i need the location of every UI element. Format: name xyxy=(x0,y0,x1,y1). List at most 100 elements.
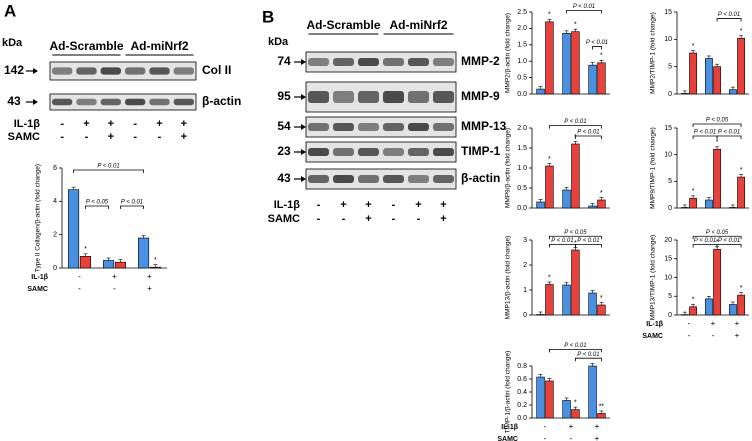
y-tick-label: 2.5 xyxy=(517,9,527,16)
arrow-head xyxy=(33,99,38,105)
bar xyxy=(737,176,745,209)
y-tick-label: 0 xyxy=(668,205,672,212)
bar xyxy=(597,413,606,419)
group-label: Ad-miNrf2 xyxy=(389,18,447,32)
bar xyxy=(588,365,597,419)
significance-star: * xyxy=(600,190,603,197)
bar xyxy=(729,89,737,95)
bar xyxy=(562,400,571,419)
protein-label: Col II xyxy=(202,63,231,77)
p-value-label: P < 0.01 xyxy=(718,238,740,244)
significance-bracket xyxy=(692,244,718,248)
y-tick-label: 15 xyxy=(664,256,672,263)
p-value-label: P < 0.01 xyxy=(121,200,143,206)
y-tick-label: 5 xyxy=(668,178,672,185)
p-value-label: P < 0.01 xyxy=(577,352,599,358)
treatment-label: SAMC xyxy=(497,436,518,441)
kda-header: kDa xyxy=(268,36,289,48)
kda-value: 23 xyxy=(277,144,291,158)
y-axis-label: MMP2/β-actin (fold change) xyxy=(505,13,512,93)
kda-value: 43 xyxy=(277,171,291,185)
significance-bracket xyxy=(692,235,742,240)
blot-band xyxy=(76,67,97,75)
bar xyxy=(562,284,571,316)
blot-band xyxy=(333,123,354,131)
treatment-label: IL-1β xyxy=(31,274,48,281)
treatment-sign: - xyxy=(60,118,64,130)
bar xyxy=(536,88,545,95)
p-value-label: P < 0.05 xyxy=(86,200,109,206)
treatment-label: IL-1β xyxy=(646,321,663,328)
y-tick-label: 0.0 xyxy=(517,205,527,212)
p-value-label: P < 0.01 xyxy=(573,4,595,10)
blot-band xyxy=(173,98,194,106)
bar xyxy=(588,64,597,95)
blot-band xyxy=(408,91,429,103)
treatment-sign: - xyxy=(392,199,396,211)
significance-bracket xyxy=(549,348,602,353)
protein-label: MMP-13 xyxy=(461,119,507,133)
treatment-sign: + xyxy=(181,131,187,143)
significance-bracket xyxy=(549,235,602,240)
treatment-sign: - xyxy=(392,213,396,225)
significance-bracket xyxy=(549,125,602,129)
treatment-sign: - xyxy=(113,284,116,293)
treatment-sign: - xyxy=(417,213,421,225)
blot-band xyxy=(173,67,194,75)
treatment-sign: + xyxy=(112,272,117,281)
bar xyxy=(681,93,689,95)
treatment-label: SAMC xyxy=(642,333,663,340)
bar xyxy=(545,165,554,209)
arrow-head xyxy=(33,68,38,74)
bar xyxy=(536,201,545,209)
bar xyxy=(149,266,161,269)
y-axis-label: MMP9/β-actin (fold change) xyxy=(505,128,512,208)
blot-band xyxy=(408,148,429,156)
treatment-label: IL-1β xyxy=(274,199,301,211)
bar xyxy=(713,66,721,95)
protein-label: TIMP-1 xyxy=(461,144,501,158)
bar xyxy=(138,237,150,269)
treatment-sign: - xyxy=(317,199,321,211)
blot-band xyxy=(308,175,329,183)
blot-band xyxy=(100,67,121,75)
treatment-sign: + xyxy=(569,422,574,431)
bar xyxy=(689,198,697,209)
bar xyxy=(705,199,713,209)
significance-star: * xyxy=(154,257,157,264)
protein-label: β-actin xyxy=(202,94,241,108)
significance-star: * xyxy=(574,240,577,247)
y-tick-label: 0.6 xyxy=(517,376,527,383)
blot-band xyxy=(433,175,454,183)
y-tick-label: 2 xyxy=(523,262,527,269)
significance-bracket xyxy=(85,205,109,209)
y-tick-label: 0 xyxy=(668,91,672,98)
blot-band xyxy=(358,123,379,131)
significance-bracket xyxy=(120,205,144,209)
group-label: Ad-Scramble xyxy=(49,39,123,53)
blot-band xyxy=(308,91,329,103)
blot-band xyxy=(52,67,73,75)
bar xyxy=(597,62,606,95)
treatment-sign: + xyxy=(147,272,152,281)
significance-star: * xyxy=(84,246,87,253)
blot-band xyxy=(433,123,454,131)
significance-bracket xyxy=(575,135,602,139)
bar xyxy=(571,143,580,209)
blot-band xyxy=(358,58,379,66)
bar xyxy=(705,58,713,95)
protein-label: β-actin xyxy=(461,171,500,185)
significance-star: * xyxy=(548,12,551,19)
bar xyxy=(545,380,554,419)
bar xyxy=(597,304,606,316)
treatment-sign: + xyxy=(181,118,187,130)
treatment-sign: + xyxy=(440,213,446,225)
kda-value: 54 xyxy=(277,119,291,133)
blot-band xyxy=(100,98,121,106)
treatment-sign: - xyxy=(158,131,162,143)
bar xyxy=(545,284,554,316)
y-axis-label: MMP2/TIMP-1 (fold change) xyxy=(650,12,657,94)
significance-star: * xyxy=(548,274,551,281)
bar xyxy=(681,207,689,209)
y-tick-label: 1.5 xyxy=(517,42,527,49)
